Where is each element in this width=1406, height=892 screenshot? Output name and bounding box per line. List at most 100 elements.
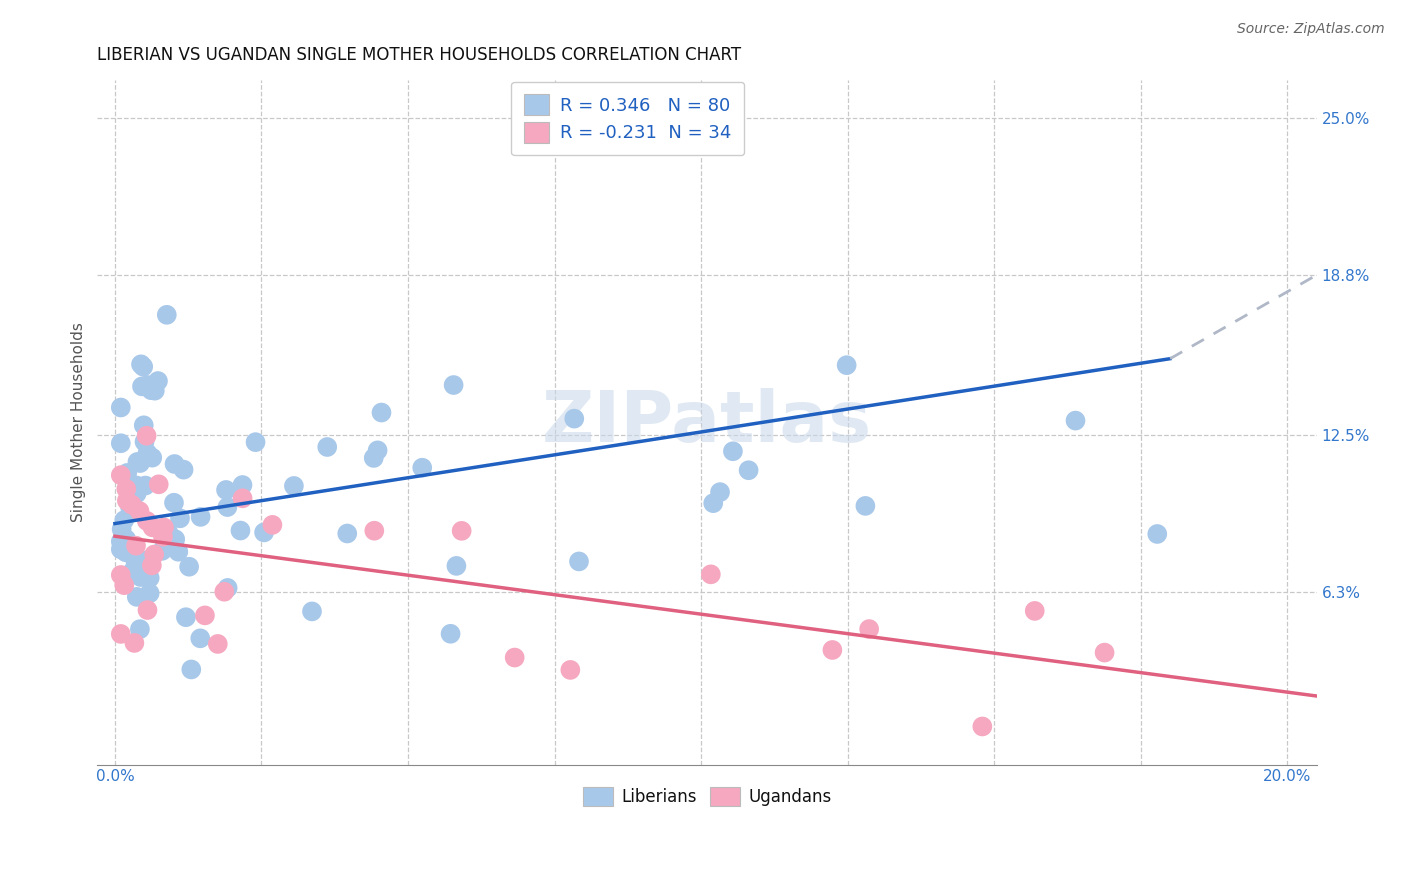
Point [283, 479, 305, 493]
Point [111, 522, 134, 536]
Text: Source: ZipAtlas.com: Source: ZipAtlas.com [1237, 22, 1385, 37]
Point [129, 622, 152, 636]
Point [188, 632, 211, 646]
Point [262, 517, 284, 532]
Point [316, 440, 339, 454]
Legend: Liberians, Ugandans: Liberians, Ugandans [574, 779, 839, 814]
Point [253, 525, 276, 540]
Point [301, 604, 323, 618]
Point [131, 379, 153, 393]
Point [568, 554, 591, 568]
Point [127, 455, 149, 469]
Point [132, 418, 155, 433]
Point [721, 444, 744, 458]
Point [167, 545, 190, 559]
Point [132, 565, 155, 579]
Point [110, 468, 132, 483]
Point [245, 435, 267, 450]
Point [853, 499, 876, 513]
Point [363, 524, 385, 538]
Point [112, 513, 135, 527]
Point [146, 374, 169, 388]
Point [336, 526, 359, 541]
Point [128, 504, 150, 518]
Y-axis label: Single Mother Households: Single Mother Households [72, 322, 86, 522]
Point [503, 650, 526, 665]
Point [190, 509, 212, 524]
Point [163, 457, 186, 471]
Point [121, 565, 143, 579]
Point [129, 570, 152, 584]
Point [135, 429, 157, 443]
Point [135, 514, 157, 528]
Point [156, 308, 179, 322]
Point [129, 456, 152, 470]
Point [214, 584, 236, 599]
Text: LIBERIAN VS UGANDAN SINGLE MOTHER HOUSEHOLDS CORRELATION CHART: LIBERIAN VS UGANDAN SINGLE MOTHER HOUSEH… [97, 46, 741, 64]
Point [1146, 527, 1168, 541]
Point [562, 411, 585, 425]
Point [125, 486, 148, 500]
Point [124, 554, 146, 568]
Point [207, 637, 229, 651]
Point [217, 500, 239, 514]
Point [124, 636, 146, 650]
Point [165, 533, 187, 547]
Point [1094, 646, 1116, 660]
Point [136, 446, 159, 460]
Point [115, 466, 138, 480]
Point [138, 571, 160, 585]
Point [215, 483, 238, 497]
Text: ZIPatlas: ZIPatlas [541, 388, 872, 457]
Point [110, 534, 132, 549]
Point [129, 357, 152, 371]
Point [370, 405, 392, 419]
Point [125, 478, 148, 492]
Point [1024, 604, 1046, 618]
Point [141, 383, 163, 397]
Point [1064, 414, 1087, 428]
Point [148, 477, 170, 491]
Point [112, 578, 135, 592]
Point [141, 520, 163, 534]
Point [700, 567, 723, 582]
Point [153, 534, 176, 549]
Point [134, 434, 156, 449]
Point [702, 496, 724, 510]
Point [169, 511, 191, 525]
Point [439, 627, 461, 641]
Point [152, 530, 174, 544]
Point [194, 608, 217, 623]
Point [150, 544, 173, 558]
Point [138, 586, 160, 600]
Point [132, 359, 155, 374]
Point [110, 401, 132, 415]
Point [118, 484, 141, 499]
Point [143, 384, 166, 398]
Point [229, 524, 252, 538]
Point [121, 498, 143, 512]
Point [173, 463, 195, 477]
Point [125, 590, 148, 604]
Point [217, 581, 239, 595]
Point [115, 532, 138, 546]
Point [858, 622, 880, 636]
Point [110, 627, 132, 641]
Point [411, 460, 433, 475]
Point [136, 378, 159, 392]
Point [141, 558, 163, 573]
Point [232, 491, 254, 506]
Point [163, 496, 186, 510]
Point [136, 603, 159, 617]
Point [134, 478, 156, 492]
Point [157, 525, 180, 540]
Point [179, 559, 201, 574]
Point [367, 443, 389, 458]
Point [125, 539, 148, 553]
Point [972, 719, 994, 733]
Point [120, 500, 142, 515]
Point [110, 542, 132, 557]
Point [737, 463, 759, 477]
Point [110, 568, 132, 582]
Point [835, 358, 858, 372]
